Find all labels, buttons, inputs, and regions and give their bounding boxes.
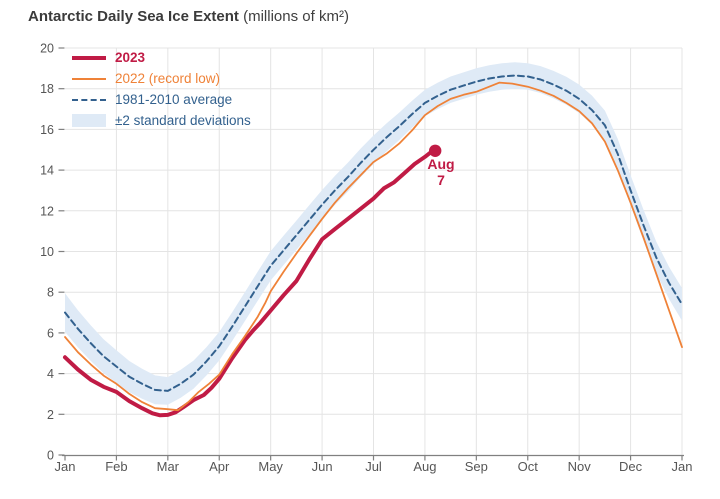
y-tick-label: 10 [40,245,54,259]
series-lines [63,74,683,418]
y-tick-label: 4 [47,367,54,381]
end-date-annotation-month: Aug [427,156,455,172]
legend-item-stddev-band: ±2 standard deviations [72,110,251,131]
legend-swatch-stddev-band [72,114,106,127]
y-tick-label: 6 [47,326,54,340]
x-tick-label: Feb [105,459,127,474]
legend-swatch-2022-line [72,77,106,80]
y-tick-label: 18 [40,82,54,96]
axes [58,47,684,461]
x-tick-label: Jun [312,459,333,474]
chart-title: Antarctic Daily Sea Ice Extent (millions… [28,8,349,25]
x-tick-label: Mar [157,459,180,474]
y-tick-label: 2 [47,408,54,422]
series-2023-end-dot [429,144,442,157]
x-tick-label: Jan [55,459,76,474]
x-tick-label: May [258,459,283,474]
legend-label: ±2 standard deviations [115,113,251,128]
end-date-annotation: Aug 7 [414,156,468,188]
legend-label: 1981-2010 average [115,92,233,107]
x-tick-label: Dec [619,459,643,474]
y-tick-label: 16 [40,123,54,137]
y-tick-label: 20 [40,42,54,56]
chart-legend: 2023 2022 (record low) 1981-2010 average… [72,47,251,131]
end-date-annotation-day: 7 [437,172,445,188]
y-tick-label: 14 [40,164,54,178]
legend-label: 2022 (record low) [115,71,221,86]
series-line-2022-record-low- [64,81,683,412]
stddev-band [65,62,682,405]
band-layer [65,62,682,405]
y-tick-label: 12 [40,204,54,218]
tick-labels: Jan Feb Mar Apr May Jun Jul Aug Sep Oct Nov Dec Jan0… [40,42,692,475]
x-tick-label: Sep [465,459,488,474]
x-tick-label: Aug [413,459,436,474]
x-tick-label: Nov [568,459,592,474]
x-tick-label: Oct [518,459,539,474]
legend-item-average: 1981-2010 average [72,89,251,110]
chart-title-unit: (millions of km²) [243,8,349,25]
series-line-2023 [63,148,438,418]
legend-item-2022: 2022 (record low) [72,68,251,89]
x-tick-label: Jul [365,459,382,474]
end-marker [429,144,442,157]
series-line-1981-2010-average [64,74,683,392]
legend-item-2023: 2023 [72,47,251,68]
legend-swatch-2023-line [72,55,106,60]
legend-swatch-average-dashed-line [72,98,106,101]
legend-label: 2023 [115,50,146,65]
x-tick-label: Apr [209,459,230,474]
y-tick-label: 0 [47,449,54,463]
x-tick-label: Jan [672,459,693,474]
y-tick-label: 8 [47,286,54,300]
chart-title-main: Antarctic Daily Sea Ice Extent [28,8,239,25]
